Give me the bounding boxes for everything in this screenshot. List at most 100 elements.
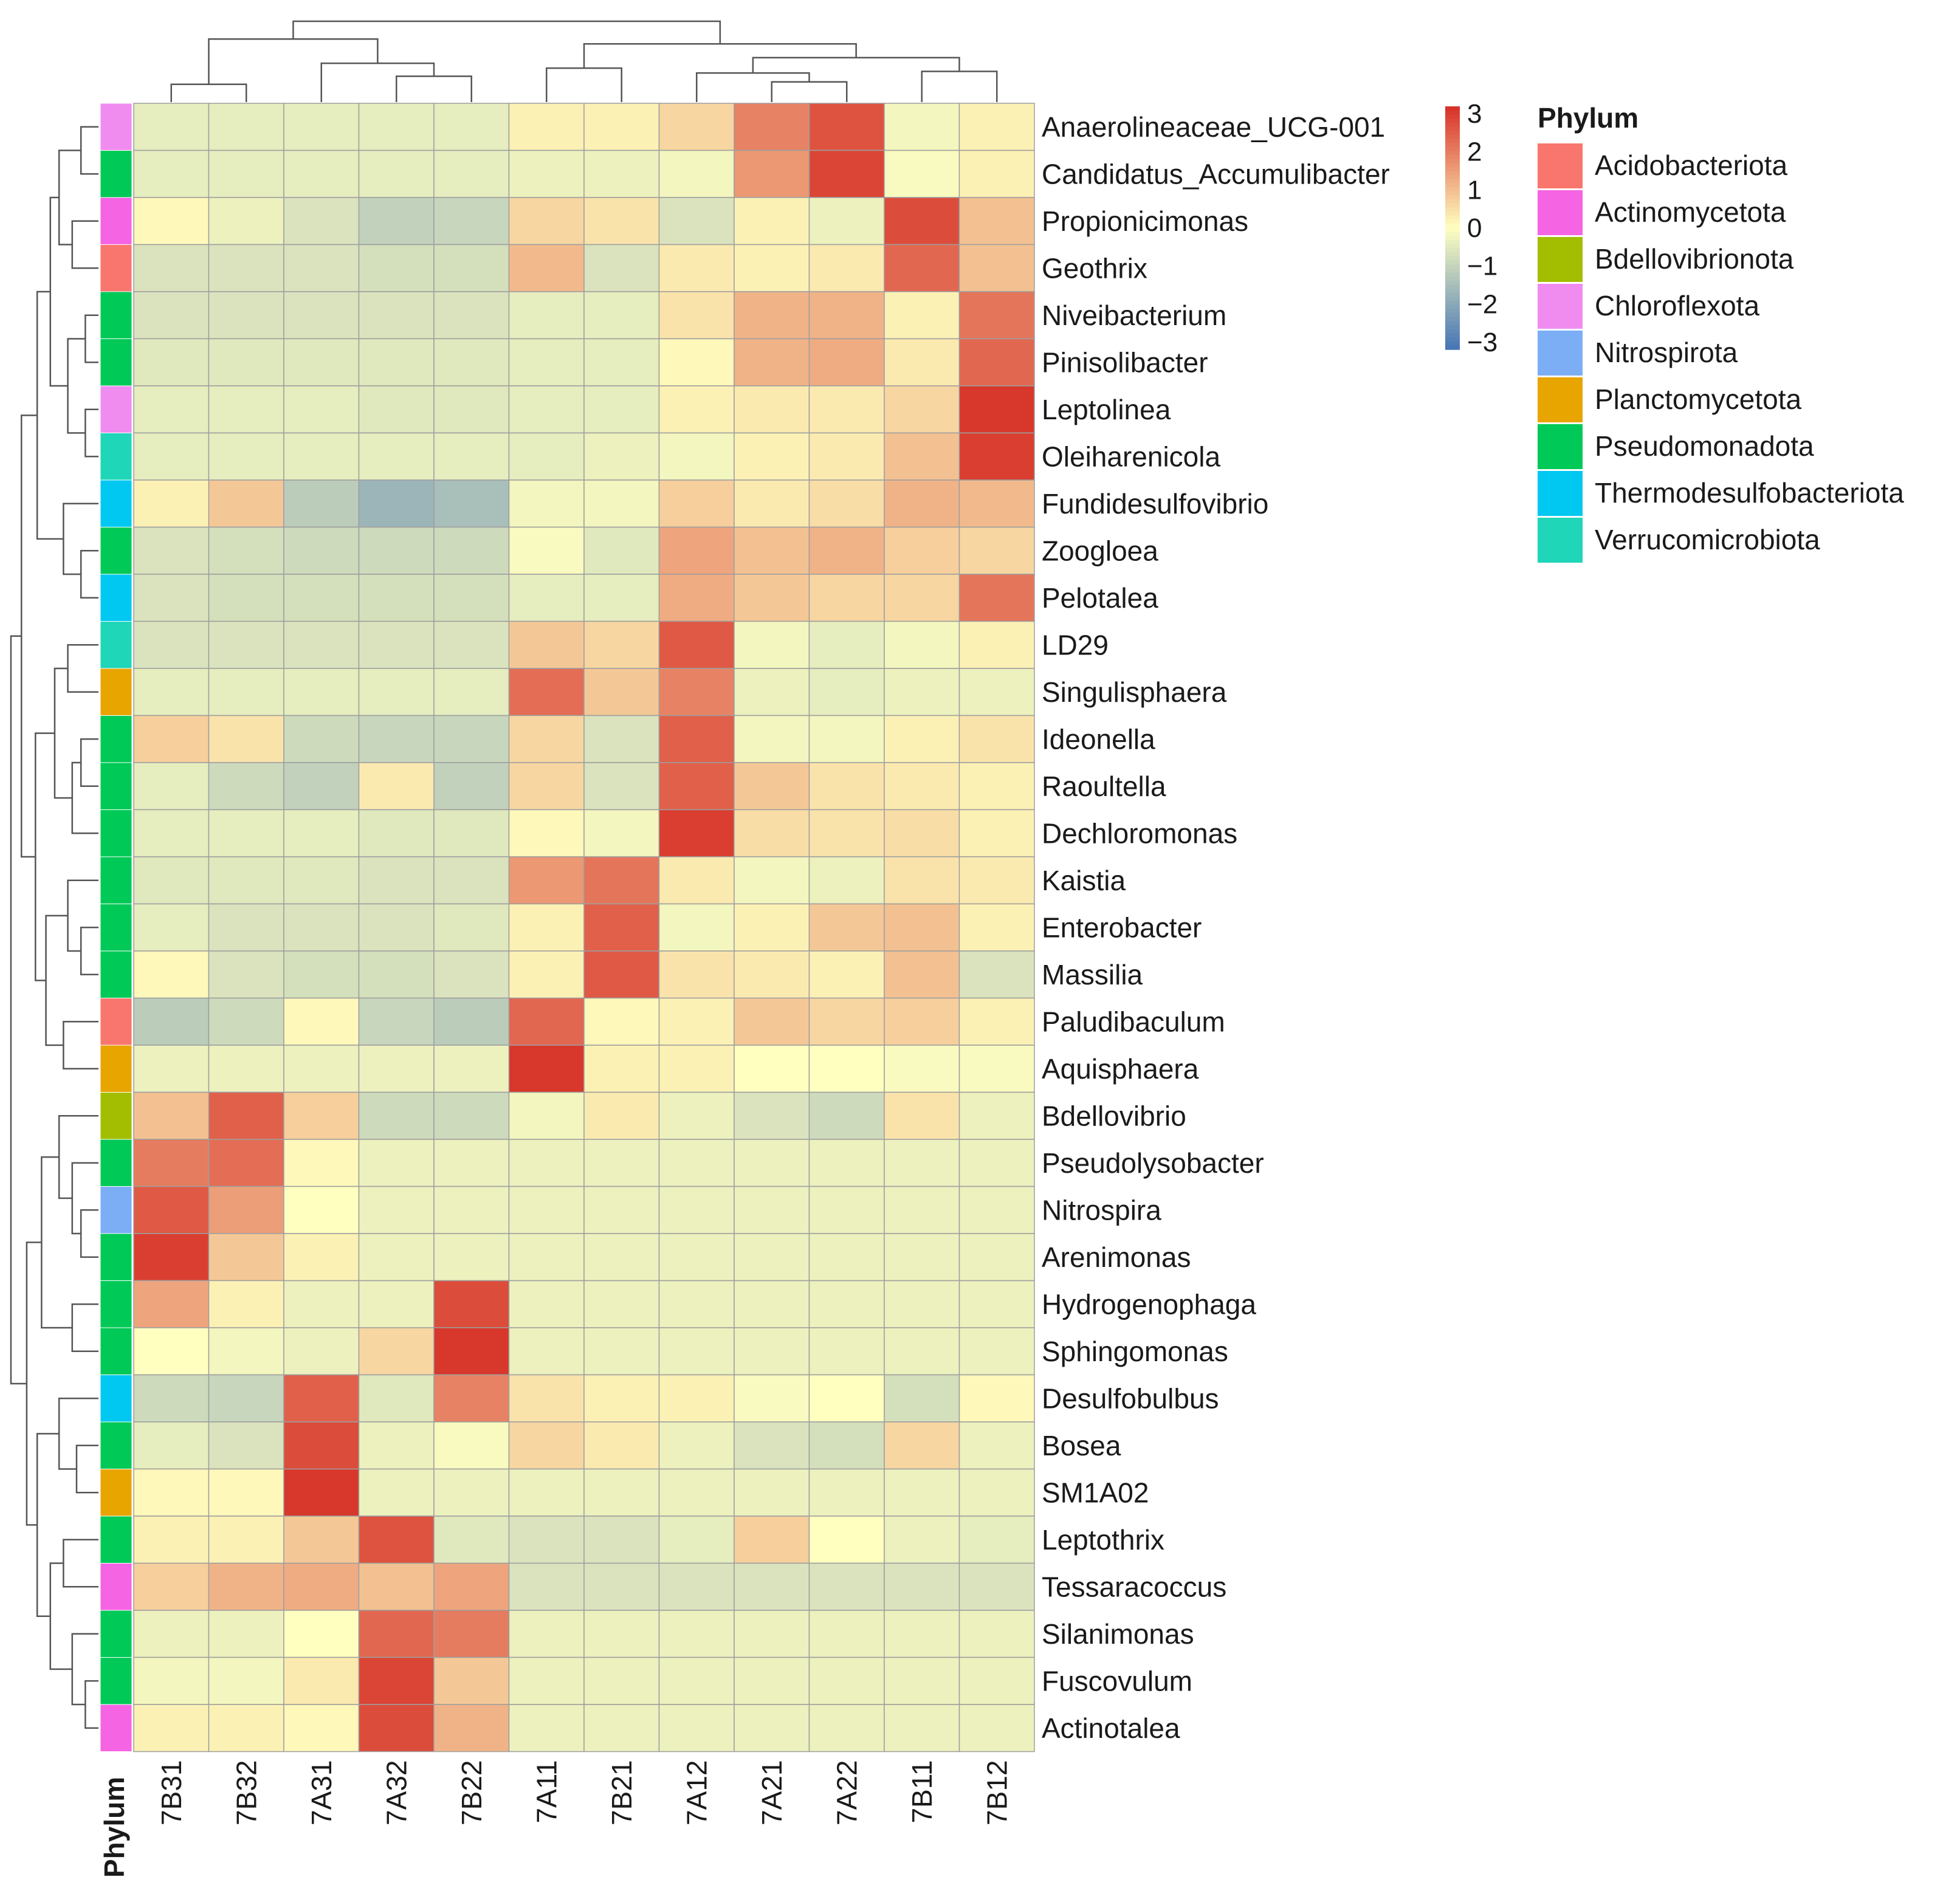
color-scale-segment	[1445, 337, 1460, 342]
heatmap-cell-10-1	[208, 574, 284, 622]
heatmap-cell-21-6	[583, 1091, 660, 1140]
heatmap-cell-24-4	[433, 1233, 510, 1282]
heatmap-cell-2-8	[734, 197, 810, 245]
column-label: 7B21	[606, 1760, 638, 1825]
heatmap-cell-11-0	[133, 620, 210, 669]
column-label: 7B32	[230, 1760, 262, 1825]
column-dendrogram	[170, 20, 998, 102]
heatmap-cell-23-6	[583, 1186, 660, 1234]
heatmap-cell-17-4	[433, 903, 510, 952]
heatmap-cell-4-7	[658, 291, 735, 340]
heatmap-cell-13-1	[208, 715, 284, 763]
row-label: Desulfobulbus	[1042, 1382, 1219, 1414]
dendrogram-branch	[41, 1156, 72, 1329]
heatmap-cell-22-11	[958, 1139, 1035, 1187]
heatmap-cell-13-0	[133, 715, 210, 763]
heatmap-cell-1-9	[808, 149, 885, 198]
heatmap-cell-32-1	[208, 1610, 284, 1658]
column-label: 7B22	[456, 1760, 487, 1825]
heatmap-cell-21-10	[884, 1091, 960, 1140]
heatmap-cell-18-8	[734, 950, 810, 999]
heatmap-cell-33-3	[358, 1656, 435, 1705]
heatmap-cell-21-4	[433, 1091, 510, 1140]
column-label: 7A32	[380, 1760, 412, 1825]
heatmap-cell-27-2	[283, 1374, 360, 1423]
heatmap-cell-29-1	[208, 1468, 284, 1517]
phylum-legend-label: Verrucomicrobiota	[1595, 524, 1820, 555]
heatmap-cell-11-6	[583, 620, 660, 669]
color-scale-segment	[1445, 309, 1460, 314]
heatmap-cell-29-11	[958, 1468, 1035, 1517]
heatmap-cell-32-11	[958, 1610, 1035, 1658]
column-labels: 7B31 7B32 7A31 7A32 7B22 7A11 7B21 7A12 7A21 7A22…	[156, 1760, 1013, 1825]
heatmap-cell-23-5	[508, 1186, 585, 1234]
phylum-annotation-cell	[100, 904, 132, 952]
heatmap-cell-26-4	[433, 1327, 510, 1376]
heatmap-cell-12-1	[208, 668, 284, 716]
heatmap-cell-16-6	[583, 856, 660, 905]
row-label: Bdellovibrio	[1042, 1100, 1186, 1131]
color-scale-segment	[1445, 244, 1460, 249]
heatmap-cell-14-6	[583, 762, 660, 811]
color-scale-segment	[1445, 151, 1460, 156]
heatmap-cell-17-0	[133, 903, 210, 952]
heatmap-cell-21-8	[734, 1091, 810, 1140]
heatmap-cell-24-1	[208, 1233, 284, 1282]
heatmap-cell-30-0	[133, 1516, 210, 1564]
column-label: 7A31	[306, 1760, 337, 1825]
heatmap-cell-4-1	[208, 291, 284, 340]
heatmap-cell-17-2	[283, 903, 360, 952]
heatmap-cell-24-10	[884, 1233, 960, 1282]
heatmap-cell-10-0	[133, 574, 210, 622]
heatmap-cell-10-9	[808, 574, 885, 622]
row-label: Hydrogenophaga	[1042, 1288, 1256, 1320]
color-scale-segment	[1445, 236, 1460, 241]
heatmap-cell-0-6	[583, 103, 660, 151]
dendrogram-branch	[170, 83, 247, 102]
heatmap-cell-15-4	[433, 809, 510, 857]
phylum-legend-swatch	[1538, 518, 1583, 563]
heatmap-cell-30-9	[808, 1516, 885, 1564]
heatmap-cell-30-5	[508, 1516, 585, 1564]
heatmap-cell-31-10	[884, 1562, 960, 1611]
heatmap-cell-31-6	[583, 1562, 660, 1611]
row-label: Arenimonas	[1042, 1241, 1191, 1273]
phylum-annotation-cell	[100, 950, 132, 998]
dendrogram-branch	[80, 550, 98, 599]
heatmap-cell-27-7	[658, 1374, 735, 1423]
phylum-legend-label: Chloroflexota	[1595, 290, 1759, 321]
heatmap-cell-5-10	[884, 338, 960, 386]
heatmap-cell-30-11	[958, 1516, 1035, 1564]
heatmap-cell-24-8	[734, 1233, 810, 1282]
heatmap-cell-16-10	[884, 856, 960, 905]
color-scale-segment	[1445, 292, 1460, 298]
column-label: 7A11	[531, 1760, 562, 1824]
heatmap-cell-22-0	[133, 1139, 210, 1187]
phylum-annotation-cell	[100, 385, 132, 433]
color-scale-segment	[1445, 191, 1460, 196]
heatmap-cell-4-6	[583, 291, 660, 340]
heatmap-cell-5-1	[208, 338, 284, 386]
row-label: Raoultella	[1042, 771, 1166, 802]
row-label: Niveibacterium	[1042, 300, 1226, 331]
heatmap-cell-4-11	[958, 291, 1035, 340]
column-label: 7B12	[981, 1760, 1013, 1825]
color-scale-segment	[1445, 106, 1460, 111]
heatmap-cell-22-1	[208, 1139, 284, 1187]
heatmap-cell-0-5	[508, 103, 585, 151]
heatmap-cell-27-4	[433, 1374, 510, 1423]
heatmap-cell-15-11	[958, 809, 1035, 857]
dendrogram-branch	[80, 927, 98, 975]
heatmap-cell-7-9	[808, 432, 885, 481]
heatmap-cell-9-10	[884, 526, 960, 575]
heatmap-cell-25-2	[283, 1280, 360, 1328]
heatmap-cell-7-10	[884, 432, 960, 481]
color-scale-tick-label: 3	[1467, 99, 1482, 129]
heatmap-cell-25-7	[658, 1280, 735, 1328]
color-scale-segment	[1445, 219, 1460, 225]
color-scale-segment	[1445, 171, 1460, 176]
dendrogram-branch	[71, 220, 98, 269]
color-scale-segment	[1445, 118, 1460, 123]
color-scale-segment	[1445, 146, 1460, 152]
dendrogram-branch	[71, 761, 98, 834]
